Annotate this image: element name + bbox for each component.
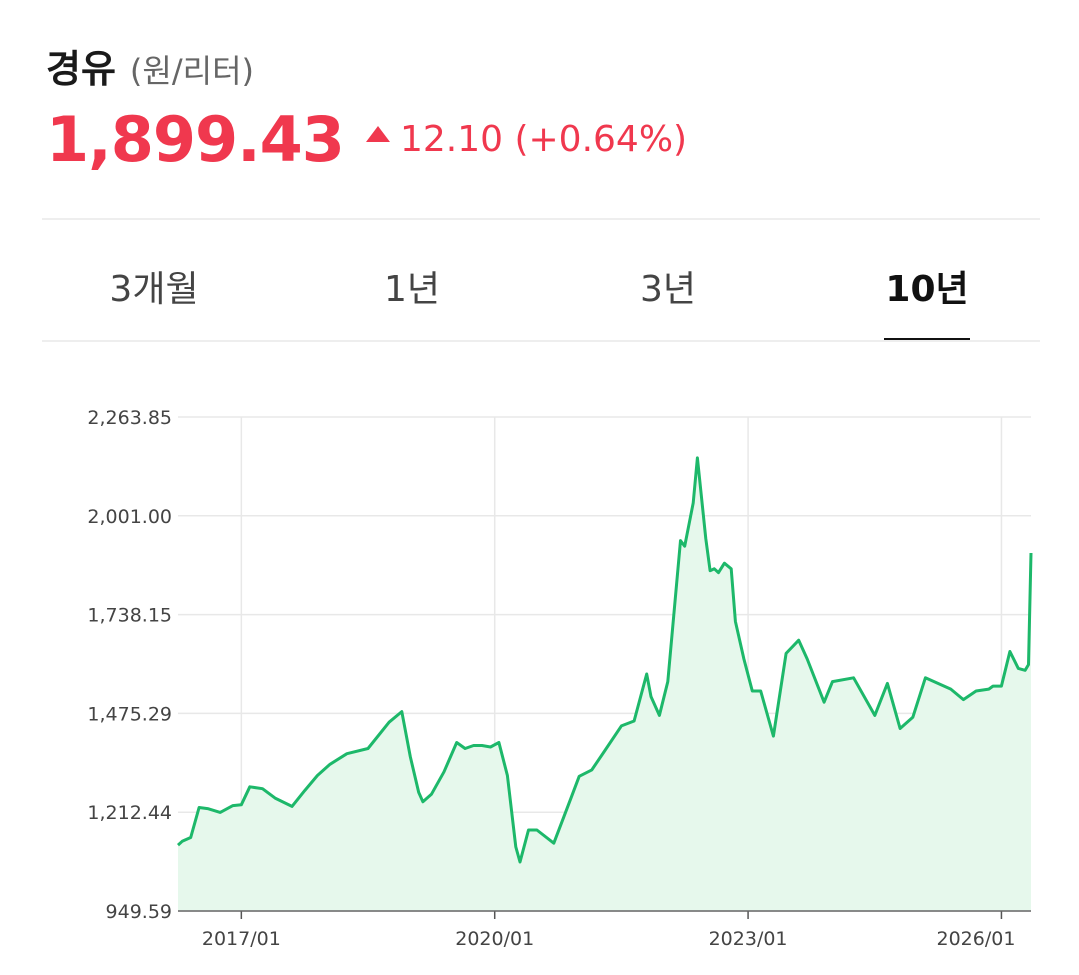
y-tick-label: 949.59 bbox=[106, 901, 172, 923]
tab-1-year[interactable]: 1년 bbox=[383, 269, 441, 310]
current-price: 1,899.43 bbox=[46, 103, 345, 176]
tab-3-years[interactable]: 3년 bbox=[639, 269, 697, 310]
active-tab-indicator bbox=[884, 338, 970, 341]
y-axis-ticks: 2,263.85 2,001.00 1,738.15 1,475.29 1,212.44… bbox=[87, 407, 172, 923]
y-tick-label: 1,212.44 bbox=[87, 802, 172, 824]
y-tick-label: 1,738.15 bbox=[87, 605, 172, 627]
period-tabs: 3개월 1년 3년 10년 bbox=[42, 222, 1040, 340]
up-arrow-icon bbox=[365, 125, 390, 142]
header: 경유 (원/리터) 1,899.43 12.10 (+0.64%) bbox=[46, 38, 687, 176]
price-area-fill bbox=[178, 457, 1031, 911]
x-axis-ticks: 2017/01 2020/01 2023/01 2026/01 bbox=[202, 911, 1016, 950]
x-tick-label: 2026/01 bbox=[937, 928, 1016, 950]
x-tick-label: 2020/01 bbox=[455, 928, 534, 950]
fuel-title: 경유 bbox=[46, 47, 116, 91]
tab-10-years[interactable]: 10년 bbox=[885, 269, 969, 310]
tab-3-months[interactable]: 3개월 bbox=[109, 269, 199, 310]
divider-top bbox=[42, 218, 1040, 220]
unit-label: (원/리터) bbox=[129, 52, 254, 90]
x-tick-label: 2017/01 bbox=[202, 928, 281, 950]
price-line bbox=[176, 456, 1033, 864]
y-tick-label: 2,263.85 bbox=[87, 407, 172, 429]
y-tick-label: 2,001.00 bbox=[87, 506, 172, 528]
y-tick-label: 1,475.29 bbox=[87, 703, 172, 725]
price-change: 12.10 (+0.64%) bbox=[399, 119, 688, 160]
divider-bottom bbox=[42, 340, 1040, 342]
x-tick-label: 2023/01 bbox=[709, 928, 788, 950]
